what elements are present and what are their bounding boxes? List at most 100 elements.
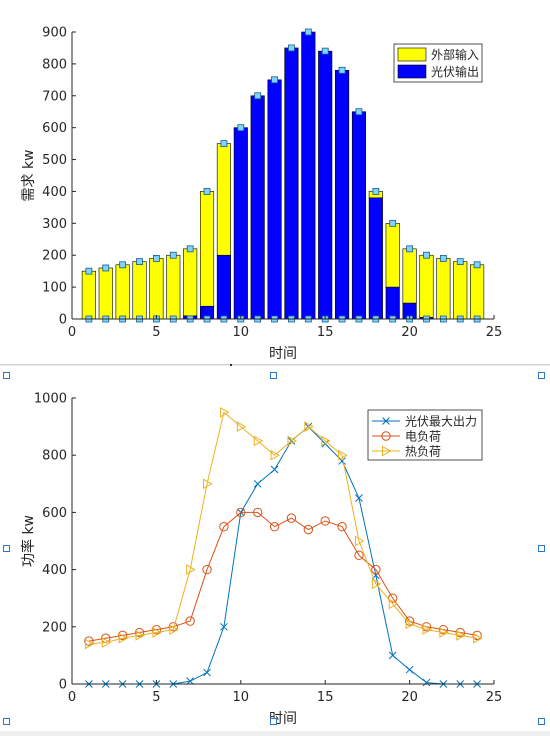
- x-tick-label: 5: [152, 690, 160, 705]
- bar-top-marker: [169, 251, 177, 259]
- x-tick-label: 5: [152, 325, 160, 340]
- data-point: [405, 665, 414, 674]
- y-axis-label: 需求 kw: [21, 149, 37, 201]
- data-point: [219, 406, 230, 418]
- y-tick-label: 800: [42, 449, 67, 464]
- legend-swatch: [397, 47, 427, 62]
- data-point: [168, 622, 178, 632]
- data-point: [421, 622, 432, 632]
- bar-top-marker: [119, 261, 127, 269]
- series-1: [84, 507, 482, 646]
- bar-top-marker: [439, 255, 447, 262]
- data-point: [117, 630, 128, 641]
- bar-top-marker: [102, 264, 110, 272]
- data-point: [269, 522, 280, 532]
- legend-label: 光伏最大出力: [405, 415, 477, 429]
- bar-external-input: [149, 258, 164, 320]
- data-point: [219, 522, 229, 532]
- data-point: [253, 479, 262, 488]
- data-point: [455, 627, 465, 638]
- resize-handle-bottom-middle[interactable]: [270, 718, 277, 725]
- data-point: [371, 564, 381, 575]
- y-tick-label: 200: [42, 620, 67, 635]
- data-point: [185, 616, 195, 626]
- x-tick-label: 25: [486, 325, 503, 340]
- legend-label: 光伏输出: [431, 64, 479, 79]
- bar-external-input: [166, 254, 181, 320]
- data-point: [304, 421, 314, 432]
- bar-pv-output: [351, 111, 367, 320]
- bar-pv-output: [267, 79, 282, 320]
- x-tick-label: 10: [233, 325, 250, 340]
- bar-pv-output: [250, 95, 265, 320]
- bar-top-marker: [456, 258, 464, 266]
- bar-external-input: [216, 143, 231, 256]
- resize-handle-top-left[interactable]: [3, 372, 10, 379]
- x-tick-label: 20: [401, 325, 418, 340]
- data-point: [354, 535, 365, 547]
- data-point: [321, 435, 331, 447]
- x-tick-label: 15: [317, 690, 334, 705]
- x-tick-label: 10: [233, 690, 250, 705]
- resize-handle-bottom-right[interactable]: [538, 718, 545, 725]
- series-2: [84, 406, 483, 650]
- data-point: [151, 624, 162, 635]
- resize-handle-middle-right[interactable]: [538, 545, 545, 552]
- bar-external-input: [81, 270, 96, 320]
- resize-handle-bottom-left[interactable]: [3, 718, 10, 725]
- data-point: [270, 465, 279, 474]
- bar-external-input: [385, 223, 400, 288]
- data-point: [134, 627, 145, 638]
- y-tick-label: 700: [42, 89, 67, 104]
- legend-box: [367, 409, 483, 461]
- bar-top-marker: [321, 47, 329, 55]
- y-tick-label: 600: [42, 506, 67, 521]
- x-tick-label: 0: [68, 690, 76, 705]
- y-tick-label: 300: [42, 217, 67, 232]
- y-tick-label: 900: [42, 26, 67, 41]
- data-point: [186, 564, 196, 575]
- data-point: [337, 522, 347, 532]
- data-point: [286, 513, 297, 523]
- demand-figure: 0 5 10 15 20 25 0 100 200 300 400 500 600 700 800 900 时间…: [0, 0, 550, 365]
- legend-marker: [381, 431, 391, 441]
- data-point: [422, 624, 432, 636]
- data-point: [456, 630, 466, 641]
- y-axis-label: 功率 kw: [20, 515, 37, 567]
- bar-pv-output: [216, 254, 231, 320]
- bar-top-marker: [338, 66, 346, 74]
- legend-marker: [382, 445, 392, 457]
- bar-pv-output: [385, 286, 400, 320]
- resize-handle-middle-left[interactable]: [3, 545, 10, 552]
- data-point: [135, 630, 146, 641]
- data-point: [152, 627, 162, 638]
- data-point: [422, 678, 431, 687]
- bar-external-input: [402, 248, 417, 304]
- bar-external-input: [98, 267, 113, 320]
- x-tick-label: 0: [68, 325, 76, 340]
- x-tick-label: 25: [486, 690, 503, 705]
- legend-label: 热负荷: [405, 445, 441, 459]
- data-point: [354, 550, 364, 561]
- bar-external-input: [183, 248, 198, 317]
- y-tick-label: 400: [42, 185, 67, 200]
- y-tick-label: 800: [42, 57, 67, 72]
- data-point: [287, 435, 297, 447]
- resize-handle-top-right[interactable]: [538, 372, 545, 379]
- x-tick-label: 15: [317, 325, 334, 340]
- bar-external-input: [199, 191, 215, 307]
- bar-external-input: [470, 264, 485, 320]
- bar-top-marker: [389, 219, 397, 227]
- bar-top-marker: [473, 261, 481, 269]
- bar-pv-output: [233, 127, 248, 320]
- demand-stacked-bar-chart: 0 5 10 15 20 25 0 100 200 300 400 500 600 700 800 900 时间…: [21, 26, 503, 363]
- resize-handle-top-middle[interactable]: [270, 372, 277, 379]
- legend-label: 电负荷: [405, 430, 441, 444]
- bar-top-marker: [203, 188, 211, 195]
- bar-pv-output: [335, 69, 350, 320]
- data-point: [472, 630, 482, 641]
- data-point: [320, 516, 330, 526]
- x-tick-label: 20: [401, 690, 418, 705]
